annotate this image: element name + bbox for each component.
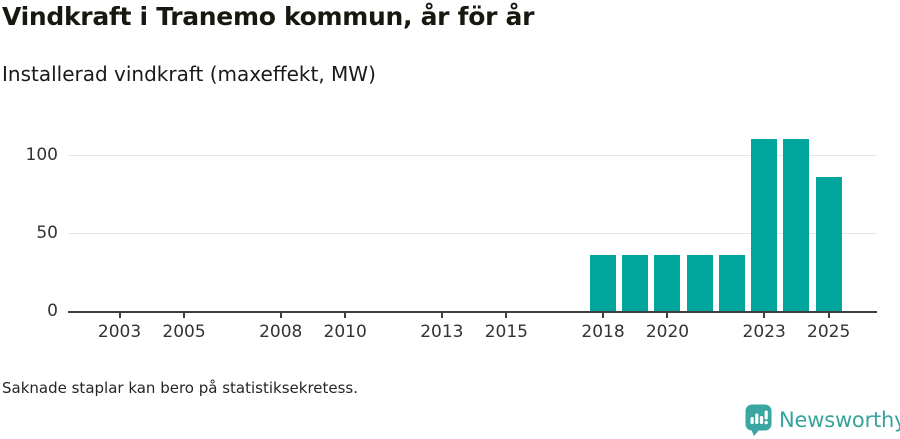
x-tick-2013 — [440, 311, 443, 318]
x-axis-label-2018: 2018 — [581, 322, 625, 342]
x-tick-2015 — [505, 311, 508, 318]
x-tick-2005 — [183, 311, 186, 318]
bar-2023 — [751, 139, 778, 311]
gridline-y-50 — [68, 232, 877, 234]
bar-2018 — [590, 255, 617, 311]
x-tick-2020 — [666, 311, 669, 318]
y-axis-label-100: 100 — [25, 144, 58, 165]
bar-2025 — [815, 177, 842, 311]
chart-subtitle: Installerad vindkraft (maxeffekt, MW) — [2, 62, 376, 86]
footnote: Saknade staplar kan bero på statistiksek… — [2, 379, 359, 397]
x-axis-label-2003: 2003 — [97, 322, 142, 342]
x-axis-label-2020: 2020 — [645, 322, 690, 342]
bar-2020 — [654, 255, 681, 311]
x-axis-label-2023: 2023 — [742, 322, 786, 342]
chart-title: Vindkraft i Tranemo kommun, år för år — [2, 2, 535, 31]
x-axis-label-2013: 2013 — [420, 322, 464, 342]
bar-2021 — [686, 255, 713, 311]
newsworthy-speech-bubble-icon — [745, 404, 772, 436]
x-axis-label-2008: 2008 — [259, 322, 303, 342]
x-tick-2003 — [118, 311, 121, 318]
x-tick-2018 — [602, 311, 605, 318]
y-axis-label-50: 50 — [36, 222, 58, 243]
gridline-y-100 — [68, 154, 877, 156]
bar-2024 — [783, 139, 810, 311]
newsworthy-logo[interactable]: Newsworthy — [745, 404, 900, 436]
x-axis-line — [68, 311, 877, 313]
x-tick-2023 — [763, 311, 766, 318]
x-axis-label-2025: 2025 — [807, 322, 851, 342]
bar-2019 — [622, 255, 649, 311]
x-tick-2008 — [279, 311, 282, 318]
y-axis-label-0: 0 — [47, 301, 58, 321]
x-axis-label-2005: 2005 — [162, 322, 206, 342]
plot-area: 0 50 100 2003 2005 2008 2010 2013 2015 2018 2020 20… — [26, 130, 877, 342]
bar-2022 — [718, 255, 745, 311]
x-tick-2010 — [344, 311, 347, 318]
x-axis-label-2010: 2010 — [323, 322, 367, 342]
x-tick-2025 — [827, 311, 830, 318]
x-axis-label-2015: 2015 — [484, 322, 528, 342]
newsworthy-wordmark: Newsworthy — [779, 408, 900, 432]
